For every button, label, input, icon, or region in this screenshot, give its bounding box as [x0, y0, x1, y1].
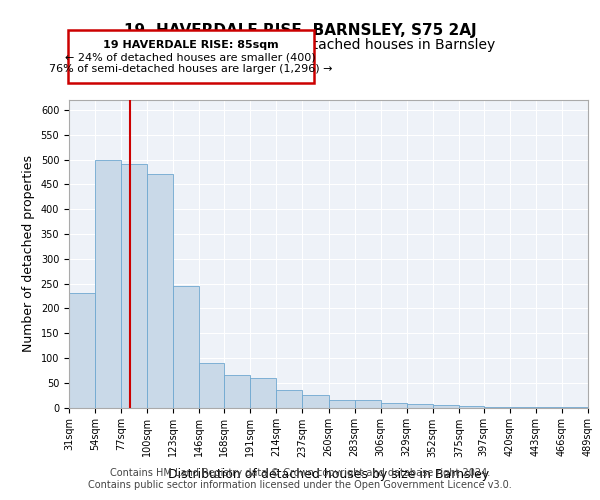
Bar: [250, 378, 277, 408]
Text: 76% of semi-detached houses are larger (1,296) →: 76% of semi-detached houses are larger (…: [49, 64, 332, 74]
Bar: [380, 402, 407, 407]
Bar: [433, 405, 459, 407]
Bar: [329, 400, 355, 407]
X-axis label: Distribution of detached houses by size in Barnsley: Distribution of detached houses by size …: [168, 468, 489, 480]
Text: 19, HAVERDALE RISE, BARNSLEY, S75 2AJ: 19, HAVERDALE RISE, BARNSLEY, S75 2AJ: [124, 22, 476, 38]
Text: Size of property relative to detached houses in Barnsley: Size of property relative to detached ho…: [105, 38, 495, 52]
Bar: [510, 406, 536, 408]
Bar: [484, 406, 510, 408]
Text: Contains HM Land Registry data © Crown copyright and database right 2024.: Contains HM Land Registry data © Crown c…: [110, 468, 490, 477]
Bar: [302, 395, 329, 407]
Bar: [277, 390, 302, 407]
Bar: [199, 363, 224, 408]
Bar: [69, 294, 95, 408]
Bar: [224, 376, 250, 408]
Bar: [121, 164, 147, 408]
Text: Contains public sector information licensed under the Open Government Licence v3: Contains public sector information licen…: [88, 480, 512, 490]
Bar: [95, 160, 121, 408]
Bar: [407, 404, 433, 407]
Bar: [459, 406, 484, 407]
Bar: [147, 174, 173, 408]
Y-axis label: Number of detached properties: Number of detached properties: [22, 155, 35, 352]
Bar: [562, 406, 588, 408]
Bar: [355, 400, 380, 407]
Text: ← 24% of detached houses are smaller (400): ← 24% of detached houses are smaller (40…: [65, 52, 316, 62]
Text: 19 HAVERDALE RISE: 85sqm: 19 HAVERDALE RISE: 85sqm: [103, 40, 278, 50]
Bar: [173, 286, 199, 408]
